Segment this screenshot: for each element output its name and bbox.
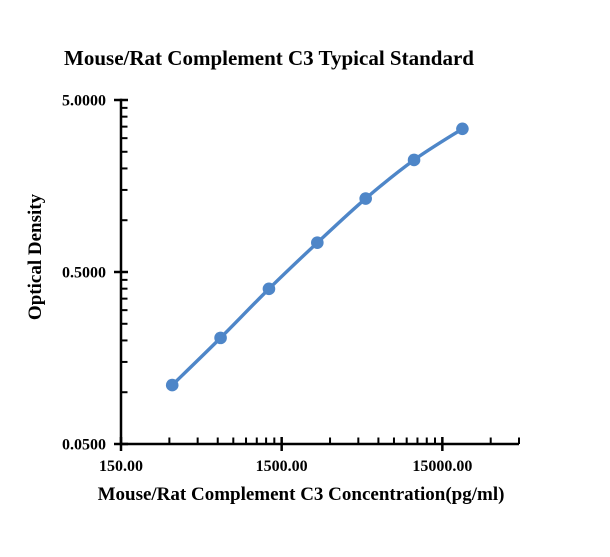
y-tick-label: 0.5000 xyxy=(62,265,106,282)
y-tick-label: 0.0500 xyxy=(62,437,106,454)
data-point-marker xyxy=(165,378,179,392)
chart-title: Mouse/Rat Complement C3 Typical Standard xyxy=(64,46,474,70)
axis-lines xyxy=(119,98,519,446)
x-tick-label: 150.00 xyxy=(99,458,143,475)
standard-curve-line xyxy=(170,127,465,387)
x-tick-label: 15000.00 xyxy=(412,458,472,475)
x-tick-label: 1500.00 xyxy=(256,458,308,475)
data-point-marker xyxy=(456,122,469,136)
y-tick-label: 5.0000 xyxy=(62,93,106,110)
data-point-marker xyxy=(311,236,324,250)
data-point-marker xyxy=(262,282,276,296)
data-point-marker xyxy=(214,331,227,345)
data-point-marker xyxy=(407,153,421,167)
x-axis-title: Mouse/Rat Complement C3 Concentration(pg… xyxy=(97,484,505,505)
data-point-marker xyxy=(359,192,372,205)
